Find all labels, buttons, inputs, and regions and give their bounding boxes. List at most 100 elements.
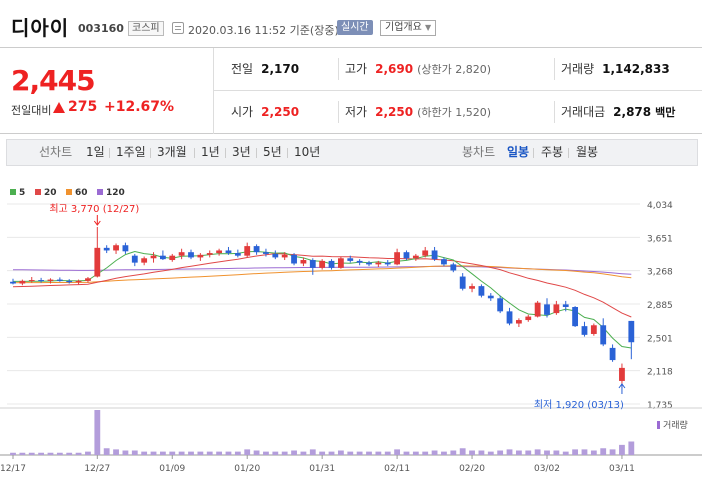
volume-bar bbox=[281, 451, 288, 455]
candle-body bbox=[544, 304, 550, 315]
upper-limit: (상한가 2,820) bbox=[417, 63, 491, 76]
volume-bar bbox=[38, 452, 45, 455]
candle-body bbox=[534, 302, 541, 317]
period-3m[interactable]: 3개월 bbox=[157, 145, 187, 159]
volume-bar bbox=[122, 450, 129, 455]
candle-body bbox=[441, 259, 447, 265]
open-price: 시가 2,250 bbox=[231, 91, 299, 134]
volume-bar bbox=[394, 449, 401, 455]
candle-body bbox=[525, 316, 532, 321]
low-value: 2,250 bbox=[375, 105, 414, 119]
volume-bar bbox=[525, 450, 532, 455]
volume-bar bbox=[422, 451, 429, 455]
x-tick-label: 12/27 bbox=[84, 464, 110, 474]
period-5y[interactable]: 5년 bbox=[263, 145, 282, 159]
x-tick-label: 03/11 bbox=[609, 464, 635, 474]
y-tick-label: 1,735 bbox=[647, 401, 673, 411]
amount-unit: 백만 bbox=[655, 106, 676, 119]
volume-bar bbox=[56, 452, 63, 455]
volume-bar bbox=[534, 449, 541, 455]
candle-body bbox=[56, 279, 63, 281]
divider bbox=[150, 148, 151, 158]
candle-daily[interactable]: 일봉 bbox=[507, 145, 530, 159]
legend-swatch-120 bbox=[97, 189, 103, 195]
volume-bar bbox=[450, 450, 457, 455]
line-chart-label: 선차트 bbox=[39, 145, 73, 159]
volume-bar bbox=[590, 450, 597, 455]
volume-bar bbox=[263, 451, 269, 455]
volume-bar bbox=[131, 450, 138, 455]
market-badge: 코스피 bbox=[128, 21, 164, 36]
candle-body bbox=[169, 255, 176, 261]
period-1d[interactable]: 1일 bbox=[86, 145, 105, 159]
timestamp: 2020.03.16 11:52 기준(장중) bbox=[188, 24, 339, 37]
candle-body bbox=[319, 260, 326, 268]
candle-body bbox=[188, 252, 194, 258]
x-tick-label: 01/09 bbox=[159, 464, 185, 474]
divider bbox=[256, 148, 257, 158]
change-label: 전일대비 bbox=[11, 104, 52, 117]
volume-bar bbox=[337, 450, 344, 455]
volume-bar bbox=[497, 450, 504, 455]
candle-body bbox=[85, 278, 91, 281]
volume-bar bbox=[619, 444, 625, 455]
volume-bar bbox=[328, 451, 335, 455]
volume-bar bbox=[609, 449, 616, 455]
candle-body bbox=[562, 304, 569, 308]
company-overview-label: 기업개요 bbox=[385, 22, 422, 33]
volume-bar bbox=[581, 449, 588, 455]
candle-body bbox=[478, 286, 485, 296]
period-10y[interactable]: 10년 bbox=[294, 145, 321, 159]
volume-value: 1,142,833 bbox=[602, 62, 670, 76]
current-price: 2,445 bbox=[11, 64, 96, 97]
volume-bar bbox=[375, 451, 382, 455]
stock-code: 003160 bbox=[78, 22, 124, 35]
candle-body bbox=[337, 258, 344, 268]
ma60-line bbox=[12, 265, 632, 284]
high-arrow-icon bbox=[93, 220, 101, 226]
divider bbox=[568, 148, 569, 158]
candle-body bbox=[122, 245, 129, 252]
candle-body bbox=[366, 262, 372, 265]
trade-amount: 거래대금 2,878 백만 bbox=[554, 101, 675, 123]
candlestick-chart: 5 20 60 120 4,034 3,651 3,268 2,885 2,501 2,118 1,… bbox=[0, 180, 702, 490]
legend-label-120: 120 bbox=[106, 188, 125, 198]
period-1y[interactable]: 1년 bbox=[201, 145, 220, 159]
y-tick-label: 2,501 bbox=[647, 334, 673, 344]
stock-name: 디아이 bbox=[11, 16, 70, 40]
candle-body bbox=[619, 367, 625, 381]
candle-body bbox=[328, 260, 335, 268]
volume: 거래량 1,142,833 bbox=[554, 58, 670, 80]
open-label: 시가 bbox=[231, 105, 254, 119]
candle-body bbox=[216, 250, 223, 254]
quote-row-1: 전일 2,170 고가 2,690 (상한가 2,820) 거래량 1,142,833 bbox=[214, 48, 702, 91]
high-value: 2,690 bbox=[375, 62, 414, 76]
chart-toolbar: 선차트 1일 1주일 3개월 1년 3년 5년 10년 봉차트 일봉 주봉 월봉 bbox=[6, 139, 698, 166]
volume-bar bbox=[319, 451, 326, 455]
volume-bar bbox=[291, 450, 297, 455]
divider bbox=[109, 148, 110, 158]
legend-swatch-60 bbox=[66, 189, 72, 195]
candle-body bbox=[234, 253, 241, 256]
volume-bar bbox=[600, 448, 607, 455]
volume-bar bbox=[234, 451, 241, 455]
candle-body bbox=[253, 246, 260, 253]
period-1w[interactable]: 1주일 bbox=[116, 145, 146, 159]
legend-swatch-20 bbox=[35, 189, 41, 195]
volume-bar bbox=[159, 451, 166, 455]
candle-weekly[interactable]: 주봉 bbox=[541, 145, 564, 159]
volume-bar bbox=[66, 452, 73, 455]
period-3y[interactable]: 3년 bbox=[232, 145, 251, 159]
amount-value: 2,878 bbox=[613, 105, 652, 119]
volume-bar bbox=[487, 451, 494, 455]
candle-body bbox=[225, 250, 232, 254]
volume-bar bbox=[384, 451, 391, 455]
candle-monthly[interactable]: 월봉 bbox=[576, 145, 599, 159]
candle-chart-label: 봉차트 bbox=[462, 145, 496, 159]
ma20-line bbox=[12, 253, 632, 318]
x-tick-label: 01/31 bbox=[309, 464, 335, 474]
company-overview-button[interactable]: 기업개요 ▼ bbox=[380, 20, 437, 36]
live-button[interactable]: 실시간 bbox=[337, 20, 373, 35]
candle-body bbox=[131, 255, 138, 263]
candle-body bbox=[590, 325, 597, 334]
